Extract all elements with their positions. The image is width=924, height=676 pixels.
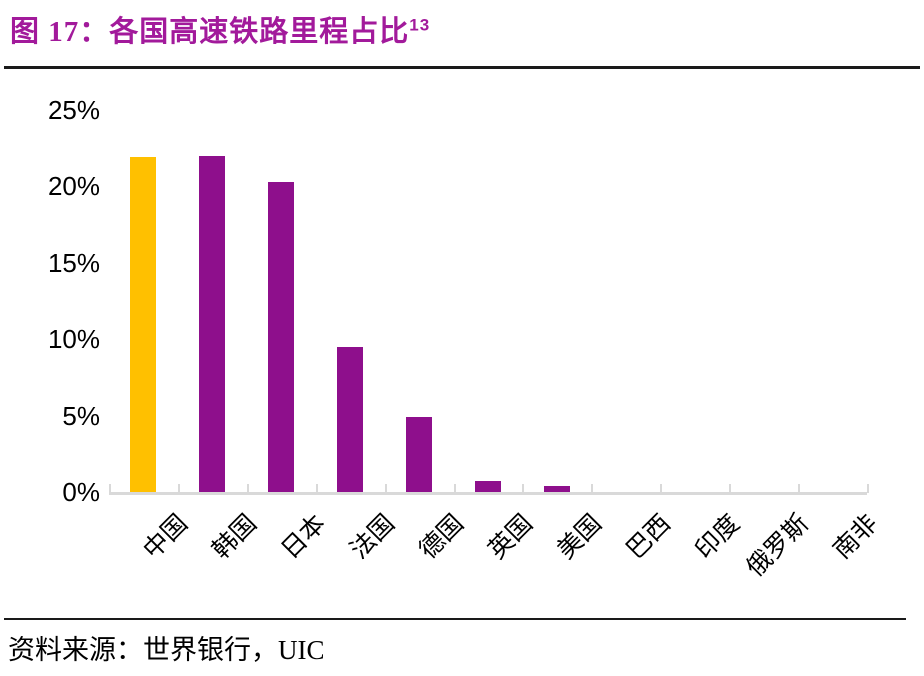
x-axis-tick <box>109 484 111 493</box>
footnote-marker: 13 <box>409 15 431 35</box>
footer-divider-line <box>4 618 906 620</box>
x-axis-tick <box>454 484 456 493</box>
x-axis-label-德国: 德国 <box>414 509 470 565</box>
bar-chart: 25% 20% 15% 10% 5% 0% 中国 韩国 日本 法国 德国 英国 美国 巴西 印度 俄罗斯 南非 <box>0 80 924 620</box>
bar-日本 <box>268 182 294 492</box>
x-axis-tick <box>522 484 524 493</box>
x-axis-label-中国: 中国 <box>138 509 194 565</box>
figure-title-text: 各国高速铁路里程占比 <box>109 16 410 48</box>
x-axis-tick <box>660 484 662 493</box>
x-axis-tick <box>247 484 249 493</box>
bar-法国 <box>337 347 363 492</box>
bar-英国 <box>475 481 501 492</box>
x-axis-tick <box>316 484 318 493</box>
bar-美国 <box>544 486 570 492</box>
figure-number: 图 17： <box>10 16 110 48</box>
x-axis-label-韩国: 韩国 <box>207 509 263 565</box>
x-axis-tick <box>591 484 593 493</box>
y-axis-label: 5% <box>62 400 100 431</box>
title-divider-line <box>4 66 920 69</box>
y-axis-label: 10% <box>47 324 100 355</box>
y-axis-label: 15% <box>47 247 100 278</box>
x-axis-line <box>109 492 867 495</box>
x-axis-tick <box>385 484 387 493</box>
x-axis-tick <box>867 484 869 493</box>
x-axis-label-南非: 南非 <box>828 509 884 565</box>
x-axis-label-巴西: 巴西 <box>621 509 677 565</box>
data-source-caption: 资料来源：世界银行，UIC <box>8 635 325 665</box>
x-axis-tick <box>729 484 731 493</box>
y-axis-label: 20% <box>47 171 100 202</box>
x-axis-label-美国: 美国 <box>552 509 608 565</box>
bar-中国 <box>130 157 156 492</box>
x-axis-label-日本: 日本 <box>276 509 332 565</box>
x-axis-tick <box>178 484 180 493</box>
x-axis-label-俄罗斯: 俄罗斯 <box>741 509 815 583</box>
y-axis-label: 0% <box>62 477 100 507</box>
bar-德国 <box>406 417 432 492</box>
x-axis-label-法国: 法国 <box>345 509 401 565</box>
y-axis-label: 25% <box>47 95 100 125</box>
x-axis-tick <box>798 484 800 493</box>
bar-韩国 <box>199 156 225 492</box>
x-axis-label-英国: 英国 <box>483 509 539 565</box>
figure-title: 图 17：各国高速铁路里程占比13 <box>10 8 430 50</box>
